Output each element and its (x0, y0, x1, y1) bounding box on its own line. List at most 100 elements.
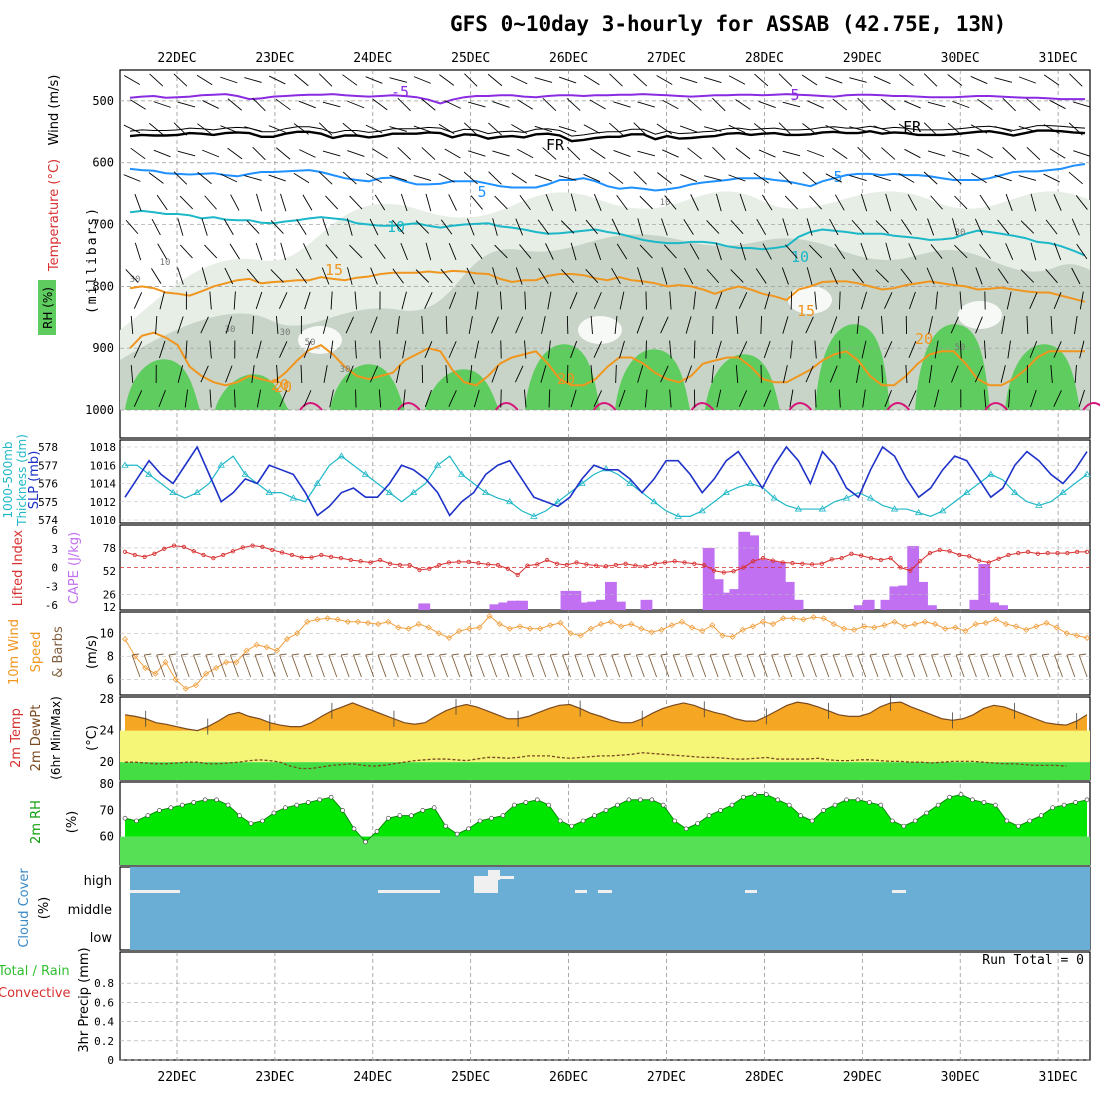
wind-barb (756, 218, 767, 236)
wind-barb (492, 267, 498, 285)
lifted-index-marker (427, 566, 432, 571)
wind-barb (1079, 340, 1085, 359)
rh-legend-swatch (38, 280, 56, 335)
wind-barb-10m (611, 653, 621, 678)
rh-contour-label: 30 (280, 328, 291, 338)
wind-barb (293, 123, 309, 135)
lifted-index-marker (309, 555, 314, 560)
wind-barb (538, 268, 549, 284)
wind-barb (664, 195, 677, 210)
rh-plume-shading (1005, 344, 1080, 410)
wind-barb (303, 390, 312, 407)
rh-marker (134, 818, 139, 824)
wind-speed-marker (992, 616, 999, 623)
wind-barb (829, 218, 839, 236)
wind-barb (560, 220, 575, 234)
wind-speed-marker (851, 626, 858, 633)
rh-marker (993, 802, 998, 808)
wind-barb (728, 124, 746, 134)
wind-barb (881, 315, 884, 335)
wind-barb (558, 126, 577, 132)
wind-barb (660, 365, 669, 383)
cape-bar (738, 531, 751, 610)
wind-barb (345, 316, 354, 334)
wind-barb (389, 174, 407, 182)
wind-barb (511, 172, 527, 184)
rh-clear-pocket (958, 301, 1002, 329)
wind-barb (860, 193, 868, 212)
wind-speed-marker (678, 618, 686, 625)
thickness-marker (1035, 501, 1043, 508)
wind-barb (1075, 195, 1088, 210)
rh-marker (546, 802, 552, 808)
wind10m-speed-label: Speed (29, 632, 44, 673)
wind-speed-marker (1083, 634, 1091, 641)
wind-barb (346, 218, 353, 236)
isotherm-25-segment (984, 402, 1009, 411)
rh-marker (718, 808, 723, 813)
isotherm-label: 10 (387, 218, 405, 236)
wind-barb (303, 340, 312, 359)
cloud-axis-label: Cloud Cover (17, 868, 32, 948)
thickness-marker (1059, 488, 1067, 496)
thickness-line (125, 455, 1088, 518)
wind-barb (814, 291, 817, 310)
isotherm-25-segment (690, 402, 715, 411)
wind-barb (609, 73, 623, 87)
lifted-index-marker (387, 561, 393, 566)
wind-barb (802, 123, 817, 135)
thickness-marker (987, 470, 995, 477)
date-label-bottom: 25DEC (451, 1070, 490, 1085)
wind-barb (1007, 340, 1011, 359)
wind-barb (1020, 269, 1035, 283)
lifted-index-marker (289, 552, 294, 558)
wind-barb (884, 292, 893, 309)
wind-barb (510, 75, 528, 85)
wind-barb (397, 97, 411, 112)
wind-speed-marker (790, 615, 797, 622)
rh-marker (775, 797, 781, 803)
wind-barb (1079, 291, 1084, 310)
precip-total-label: Total / Rain (0, 964, 70, 979)
wind-barb (1053, 341, 1062, 358)
lifted-index-marker (594, 563, 599, 568)
wind-barb (784, 195, 798, 210)
wind-barb (1030, 389, 1037, 408)
wind-barb (325, 195, 339, 210)
wind-barb (715, 242, 722, 261)
wind-barb (785, 244, 798, 259)
wind-speed-marker (780, 615, 787, 622)
wind-barb (440, 268, 453, 284)
wind-barb (685, 316, 692, 334)
rh-marker (191, 800, 197, 805)
wind-barb (633, 122, 647, 136)
isotherm-line (129, 163, 1086, 192)
wind-barb (155, 315, 158, 335)
wind-barb (778, 171, 793, 185)
wind-barb (149, 122, 164, 136)
wind-speed-marker (719, 632, 726, 639)
wind-barb (885, 242, 891, 261)
wind-barb (468, 101, 486, 108)
isotherm-25-segment (299, 402, 323, 411)
wind-barb-10m (439, 653, 448, 678)
wind-speed-marker (324, 615, 331, 622)
wind-barb (706, 220, 720, 234)
wind-barb (805, 316, 814, 334)
wind-barb (402, 389, 406, 408)
wind-speed-marker (932, 621, 939, 628)
wind-barb (445, 315, 448, 335)
rh-contour-label: 30 (130, 275, 141, 285)
wind-barb-10m (795, 653, 805, 678)
wind-barb (548, 389, 551, 408)
wind-barb (1005, 243, 1014, 260)
wind-speed-marker (739, 626, 746, 633)
wind-barb (660, 316, 669, 334)
isotherm-label: 20 (915, 330, 933, 348)
wind-barb (1043, 74, 1060, 86)
cape-bar (978, 564, 991, 610)
wind-barb (861, 340, 867, 359)
rh-marker (122, 815, 128, 821)
temperature-axis-label: Temperature (°C) (47, 159, 62, 272)
lifted-index-marker (476, 561, 481, 566)
